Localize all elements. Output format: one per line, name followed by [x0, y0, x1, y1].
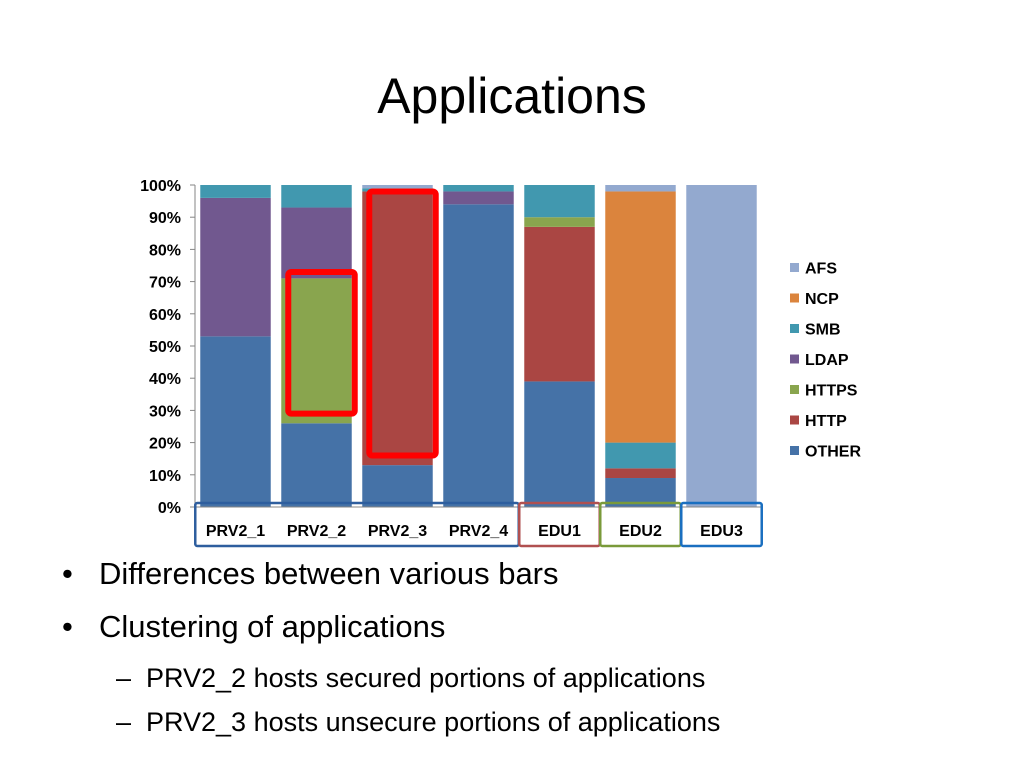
bar-segment-other: [200, 336, 271, 507]
y-tick-label: 70%: [149, 275, 181, 292]
y-tick-label: 10%: [149, 468, 181, 485]
x-tick-label: EDU3: [700, 523, 743, 540]
sub-bullet-item: – PRV2_2 hosts secured portions of appli…: [58, 662, 998, 694]
bullet-item: • Differences between various bars: [58, 556, 998, 592]
highlight-frame: [366, 188, 439, 459]
bar-segment-smb: [605, 442, 676, 469]
bullet-marker: •: [62, 556, 73, 591]
bar-segment-smb: [281, 185, 352, 208]
y-tick-label: 30%: [149, 403, 181, 420]
bar-segment-ldap: [281, 207, 352, 279]
bullet-list: • Differences between various bars • Clu…: [58, 556, 998, 750]
stacked-bar-chart: 0% 10% 20% 30% 40% 50% 60% 70% 80% 90% 100% PRV2_1 P…: [140, 178, 861, 548]
x-tick-label: PRV2_2: [287, 523, 346, 540]
legend-label: HTTPS: [805, 383, 858, 400]
bar-segment-other: [362, 465, 433, 507]
x-tick-label: PRV2_4: [449, 523, 508, 540]
y-tick-label: 50%: [149, 339, 181, 356]
y-tick-label: 0%: [158, 500, 181, 517]
bar-segment-afs: [362, 185, 433, 189]
dash-marker: –: [116, 663, 132, 693]
x-tick-label: PRV2_3: [368, 523, 427, 540]
bar-segment-afs: [686, 185, 757, 507]
y-tick-label: 80%: [149, 242, 181, 259]
legend-label: HTTP: [805, 413, 847, 430]
bar-segment-smb: [200, 185, 271, 198]
sub-bullet-item: – PRV2_3 hosts unsecure portions of appl…: [58, 706, 998, 738]
legend-swatch: [790, 263, 799, 272]
bar-segment-ldap: [443, 191, 514, 205]
y-tick-label: 20%: [149, 436, 181, 453]
bar-segment-http: [605, 468, 676, 479]
bullet-item: • Clustering of applications: [58, 609, 998, 645]
legend-label: SMB: [805, 322, 841, 339]
bar-segment-smb: [524, 185, 595, 218]
highlight-frame: [285, 268, 358, 417]
y-tick-label: 100%: [140, 178, 181, 195]
x-tick-label: EDU1: [538, 523, 581, 540]
bar-segment-http: [524, 226, 595, 382]
legend-swatch: [790, 385, 799, 394]
bar-segment-other: [443, 204, 514, 507]
y-tick-label: 60%: [149, 307, 181, 324]
slide-title: Applications: [377, 68, 647, 124]
legend-swatch: [790, 446, 799, 455]
dash-marker: –: [116, 707, 132, 737]
bullet-text: Clustering of applications: [99, 609, 446, 644]
legend-swatch: [790, 293, 799, 303]
legend-swatch: [790, 324, 799, 333]
legend-swatch: [790, 354, 799, 364]
bar-segment-https: [281, 278, 352, 424]
category-group-frame: [680, 501, 763, 548]
bar-segment-afs: [605, 185, 676, 192]
x-tick-label: PRV2_1: [206, 523, 265, 540]
y-tick-label: 40%: [149, 371, 181, 388]
y-tick-label: 90%: [149, 210, 181, 227]
bullet-text: Differences between various bars: [99, 556, 559, 591]
legend-label: LDAP: [805, 352, 849, 369]
bar-segment-ldap: [200, 197, 271, 337]
bar-segment-http: [362, 191, 433, 466]
legend-swatch: [790, 415, 799, 425]
bar-segment-smb: [443, 185, 514, 192]
x-tick-label: EDU2: [619, 523, 662, 540]
bar-segment-https: [524, 217, 595, 227]
sub-bullet-text: PRV2_2 hosts secured portions of applica…: [146, 663, 706, 693]
bar-segment-other: [281, 423, 352, 507]
legend-label: NCP: [805, 291, 839, 308]
bullet-marker: •: [62, 609, 73, 644]
sub-bullet-text: PRV2_3 hosts unsecure portions of applic…: [146, 707, 721, 737]
bar-segment-ncp: [605, 191, 676, 443]
legend-label: AFS: [805, 261, 837, 278]
legend-label: OTHER: [805, 444, 861, 461]
bar-segment-other: [524, 381, 595, 507]
